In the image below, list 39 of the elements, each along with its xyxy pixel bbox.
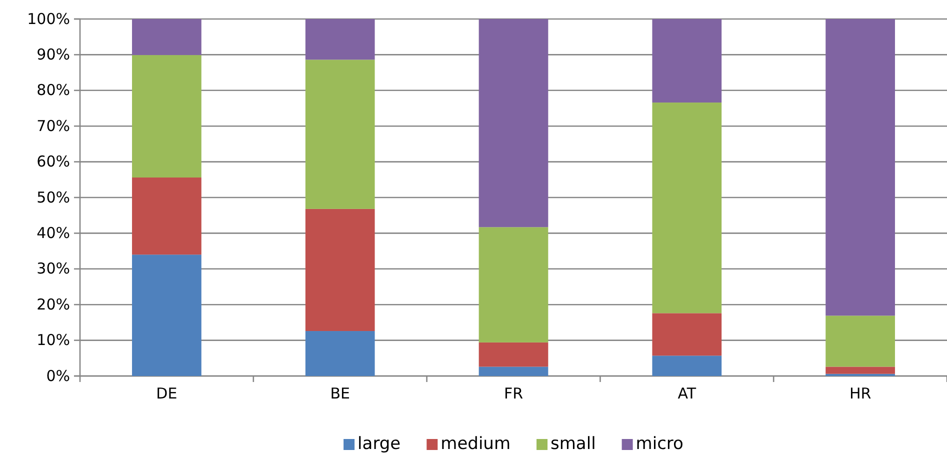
y-tick-label: 60% [36, 152, 70, 171]
legend-label: medium [440, 434, 511, 454]
x-tick-label: HR [849, 384, 872, 403]
x-tick-label: DE [156, 384, 178, 403]
y-tick-label: 0% [46, 366, 70, 385]
y-tick-label: 90% [36, 46, 70, 64]
bar [652, 19, 722, 103]
y-tick-label: 20% [36, 295, 70, 314]
bar [652, 102, 722, 314]
bar [652, 313, 722, 356]
bar [132, 19, 202, 56]
y-tick-label: 30% [36, 260, 70, 278]
bar [826, 366, 895, 374]
bar [478, 19, 548, 228]
x-tick-label: FR [504, 384, 524, 403]
legend-label: micro [636, 434, 684, 454]
y-tick-label: 50% [36, 188, 70, 206]
y-tick-label: 70% [36, 116, 70, 135]
bar [305, 60, 375, 209]
x-tick-label: BE [330, 384, 350, 403]
bar [305, 19, 375, 60]
bar [305, 331, 375, 376]
bar [478, 342, 548, 367]
bar [826, 316, 895, 367]
bar [826, 19, 895, 316]
x-tick-label: AT [678, 384, 697, 403]
bar [305, 208, 375, 332]
bar [132, 55, 202, 178]
y-tick-label: 100% [27, 10, 70, 28]
legend-label: large [358, 434, 401, 454]
y-tick-label: 80% [36, 81, 70, 100]
bar [478, 227, 548, 342]
bar [132, 178, 202, 255]
bar [652, 356, 722, 376]
y-tick-label: 40% [36, 224, 70, 242]
legend-label: small [550, 434, 596, 454]
bar [132, 254, 202, 376]
y-tick-label: 10% [36, 331, 70, 350]
bar [478, 366, 548, 376]
